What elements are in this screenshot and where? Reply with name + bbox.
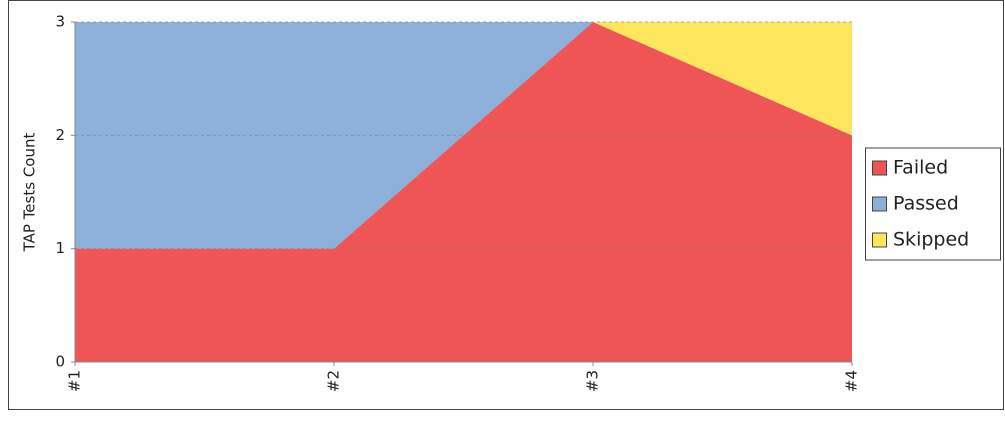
legend-box — [865, 147, 1001, 261]
area — [75, 22, 852, 136]
legend: Failed Passed Skipped — [865, 147, 1001, 261]
y-axis-label: TAP Tests Count — [21, 133, 39, 253]
x-tick-label: #3 — [584, 370, 602, 392]
y-tick-label: 1 — [55, 239, 65, 257]
legend-swatch — [872, 196, 887, 212]
y-tick-label: 0 — [55, 353, 65, 371]
x-tick-label: #2 — [325, 370, 343, 392]
y-tick-label: 3 — [55, 13, 65, 31]
legend-swatch — [872, 232, 887, 248]
legend-label: Failed — [893, 157, 948, 179]
x-tick-label: #4 — [843, 370, 861, 392]
area — [75, 22, 852, 249]
x-tick-label: #1 — [66, 370, 84, 392]
area — [75, 22, 852, 362]
legend-label: Passed — [893, 193, 959, 215]
legend-label: Skipped — [893, 229, 969, 251]
y-tick-label: 2 — [55, 126, 65, 144]
legend-swatch — [872, 160, 887, 176]
